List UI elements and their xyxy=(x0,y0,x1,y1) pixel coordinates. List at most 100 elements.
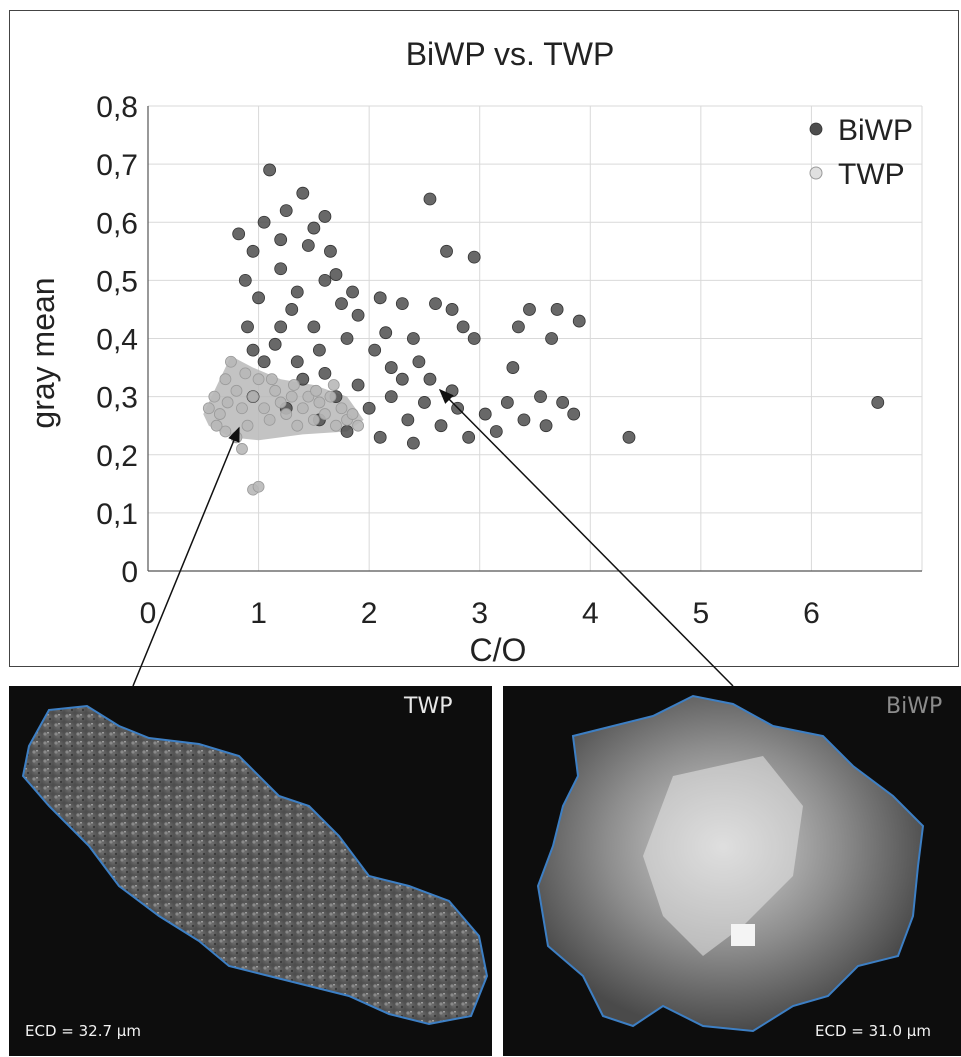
biwp-point xyxy=(534,390,547,404)
biwp-point xyxy=(423,372,437,386)
biwp-point xyxy=(445,384,459,398)
biwp-point xyxy=(301,239,315,252)
biwp-point xyxy=(263,163,277,177)
biwp-point xyxy=(318,273,332,287)
y-tick-label: 0,3 xyxy=(96,382,138,415)
twp-point xyxy=(352,419,364,432)
twp-point xyxy=(335,402,348,415)
twp-point xyxy=(252,480,265,493)
biwp-point xyxy=(274,320,288,334)
biwp-point xyxy=(622,430,636,444)
legend-marker-biwp xyxy=(809,122,823,136)
twp-point xyxy=(327,379,340,391)
biwp-point xyxy=(412,355,426,369)
biwp-point xyxy=(296,186,310,200)
biwp-point xyxy=(246,343,260,357)
twp-point xyxy=(274,396,287,409)
biwp-point xyxy=(550,303,564,316)
biwp-point xyxy=(478,407,492,421)
biwp-point xyxy=(351,378,365,392)
twp-particle-graphic xyxy=(21,704,489,1026)
biwp-point xyxy=(506,361,520,374)
biwp-point xyxy=(324,244,337,258)
twp-point xyxy=(236,402,248,415)
biwp-point xyxy=(335,297,348,311)
legend: BiWP TWP xyxy=(809,114,913,191)
biwp-point xyxy=(384,361,398,374)
biwp-point xyxy=(500,396,514,409)
biwp-point xyxy=(307,221,321,235)
biwp-point xyxy=(312,343,326,357)
x-tick-label: 2 xyxy=(361,597,378,630)
biwp-point xyxy=(274,233,288,247)
biwp-point xyxy=(340,425,354,438)
twp-point xyxy=(280,408,293,420)
twp-point xyxy=(288,379,300,391)
biwp-point xyxy=(246,244,260,258)
twp-point xyxy=(202,402,215,415)
twp-point xyxy=(319,408,331,420)
biwp-point xyxy=(241,320,254,334)
biwp-point xyxy=(545,332,558,345)
biwp-point xyxy=(451,401,465,415)
x-tick-label: 6 xyxy=(803,597,820,630)
biwp-point xyxy=(456,320,470,334)
twp-point xyxy=(247,390,259,403)
biwp-point xyxy=(340,332,354,345)
biwp-point xyxy=(268,337,282,351)
biwp-point xyxy=(351,308,365,322)
biwp-point xyxy=(539,419,553,433)
biwp-point xyxy=(440,244,453,258)
biwp-point xyxy=(285,303,299,316)
biwp-point xyxy=(379,326,393,340)
biwp-point xyxy=(395,372,409,386)
biwp-point xyxy=(238,273,252,287)
biwp-point xyxy=(368,343,382,357)
twp-point xyxy=(258,402,271,415)
biwp-bright-region xyxy=(643,756,803,956)
twp-point xyxy=(346,408,359,420)
biwp-point xyxy=(512,320,525,334)
biwp-point xyxy=(406,436,420,450)
biwp-point xyxy=(252,291,265,305)
twp-point xyxy=(313,396,326,409)
data-points xyxy=(202,163,885,496)
biwp-point xyxy=(406,332,420,345)
biwp-point xyxy=(384,390,398,404)
biwp-point xyxy=(423,192,437,206)
biwp-point xyxy=(489,425,503,438)
biwp-point xyxy=(290,285,304,299)
biwp-point xyxy=(429,297,442,311)
biwp-point xyxy=(362,401,376,415)
y-axis-label: gray mean xyxy=(25,277,61,428)
x-tick-label: 4 xyxy=(582,597,599,630)
twp-point xyxy=(208,390,221,403)
y-tick-label: 0,7 xyxy=(96,149,138,182)
biwp-point xyxy=(467,250,481,264)
biwp-point xyxy=(572,314,586,328)
biwp-point xyxy=(462,430,476,444)
biwp-point xyxy=(395,297,409,311)
biwp-point xyxy=(329,268,343,281)
twp-point xyxy=(265,373,278,386)
biwp-point xyxy=(517,413,531,427)
legend-marker-twp xyxy=(809,166,823,180)
x-tick-label: 1 xyxy=(250,597,267,630)
twp-point xyxy=(225,355,237,368)
twp-point xyxy=(219,373,232,386)
biwp-point xyxy=(467,332,481,345)
scatter-chart: BiWP vs. TWP C/O gray mean 0 0,1 0,2 0,3 0,4… xyxy=(25,36,923,665)
twp-label: TWP xyxy=(404,694,453,719)
x-tick-label: 0 xyxy=(140,597,157,630)
gridlines xyxy=(147,105,923,572)
twp-point xyxy=(221,396,234,409)
twp-point xyxy=(239,367,252,380)
biwp-point xyxy=(257,215,271,229)
twp-point xyxy=(210,419,223,432)
twp-point xyxy=(236,443,248,455)
y-tick-label: 0,5 xyxy=(96,265,138,298)
twp-point xyxy=(285,390,298,403)
biwp-point xyxy=(373,291,387,305)
biwp-point xyxy=(434,419,448,433)
twp-particle-outline xyxy=(21,704,489,1026)
